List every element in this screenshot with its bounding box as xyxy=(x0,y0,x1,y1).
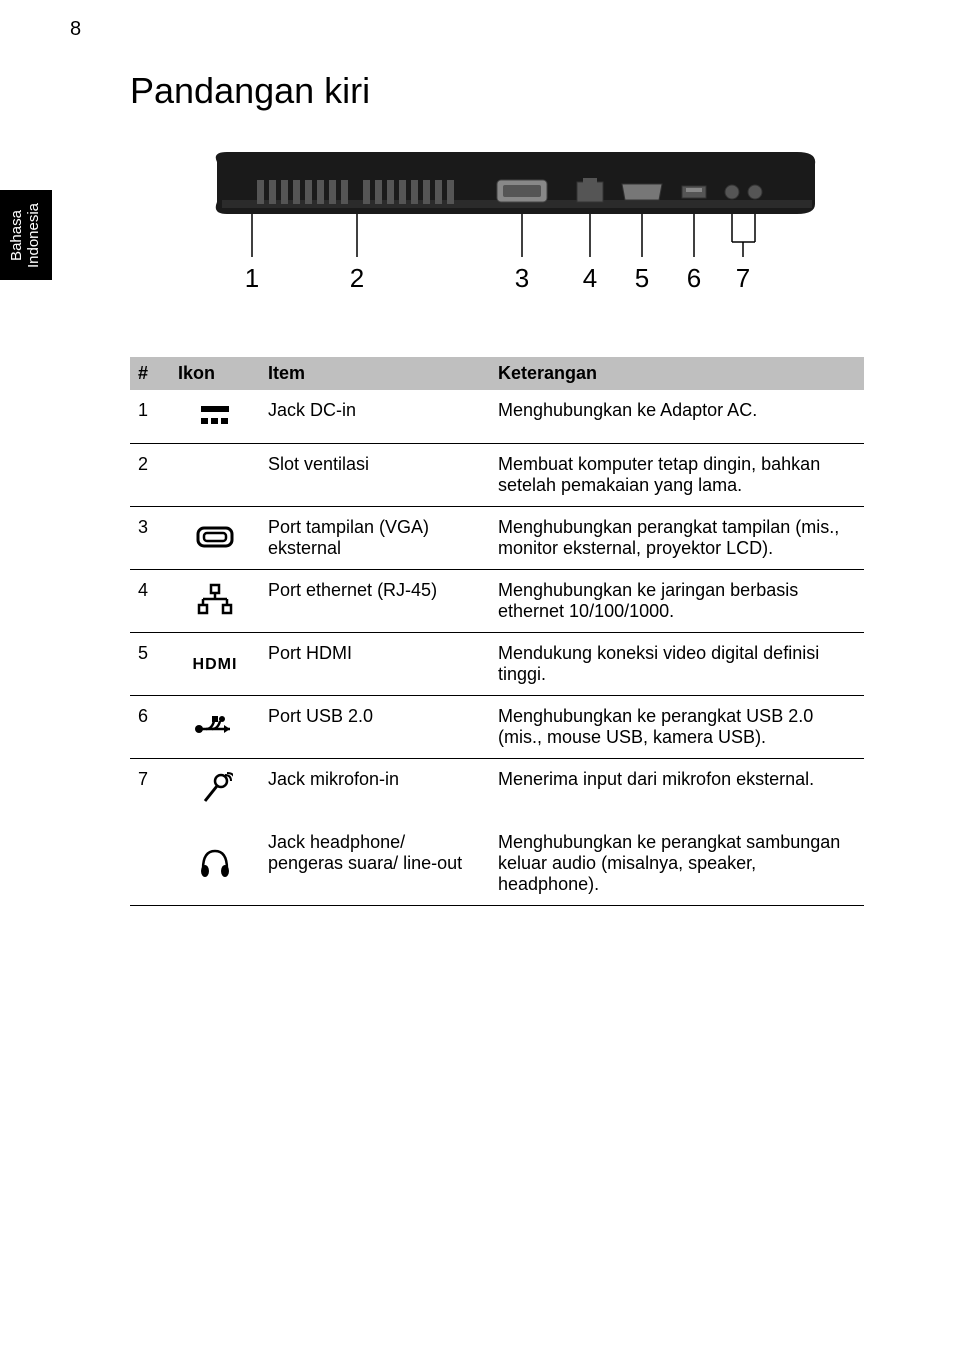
hdmi-icon: HDMI xyxy=(170,633,260,696)
side-tab-line2: Indonesia xyxy=(25,202,42,267)
vga-icon xyxy=(170,507,260,570)
row-item: Port ethernet (RJ-45) xyxy=(260,570,490,633)
no-icon xyxy=(170,444,260,507)
row-desc: Menghubungkan ke perangkat USB 2.0 (mis.… xyxy=(490,696,864,759)
table-row: 5 HDMI Port HDMI Mendukung koneksi video… xyxy=(130,633,864,696)
diagram-label-4: 4 xyxy=(583,263,597,293)
diagram-label-2: 2 xyxy=(350,263,364,293)
row-item: Jack headphone/ pengeras suara/ line-out xyxy=(260,822,490,906)
table-row: 4 Port ethernet (RJ-45) Menghubungkan ke… xyxy=(130,570,864,633)
diagram-label-5: 5 xyxy=(635,263,649,293)
row-item: Jack mikrofon-in xyxy=(260,759,490,823)
row-num xyxy=(130,822,170,906)
row-num: 2 xyxy=(130,444,170,507)
row-num: 4 xyxy=(130,570,170,633)
left-view-diagram: 1 2 3 4 5 6 7 xyxy=(157,142,837,332)
row-desc: Menghubungkan ke jaringan berbasis ether… xyxy=(490,570,864,633)
table-row: 7 Jack mikrofon-in Menerima input dari m… xyxy=(130,759,864,823)
row-num: 7 xyxy=(130,759,170,823)
diagram-label-6: 6 xyxy=(687,263,701,293)
language-side-tab: Bahasa Indonesia xyxy=(0,190,52,280)
th-item: Item xyxy=(260,357,490,390)
diagram-label-3: 3 xyxy=(515,263,529,293)
th-desc: Keterangan xyxy=(490,357,864,390)
page-content: Pandangan kiri xyxy=(0,0,954,946)
row-desc: Menghubungkan perangkat tampilan (mis., … xyxy=(490,507,864,570)
ports-table: # Ikon Item Keterangan 1 Jack DC-in Meng… xyxy=(130,357,864,906)
row-num: 6 xyxy=(130,696,170,759)
row-num: 1 xyxy=(130,390,170,444)
row-num: 5 xyxy=(130,633,170,696)
page-number: 8 xyxy=(70,18,81,41)
table-row: 6 Port USB 2.0 Menghubungkan ke perangka… xyxy=(130,696,864,759)
row-item: Port USB 2.0 xyxy=(260,696,490,759)
row-desc: Menghubungkan ke perangkat sambungan kel… xyxy=(490,822,864,906)
page-title: Pandangan kiri xyxy=(130,70,864,112)
diagram-label-1: 1 xyxy=(245,263,259,293)
ethernet-icon xyxy=(170,570,260,633)
table-row: 3 Port tampilan (VGA) eksternal Menghubu… xyxy=(130,507,864,570)
dc-in-icon xyxy=(170,390,260,444)
table-row: Jack headphone/ pengeras suara/ line-out… xyxy=(130,822,864,906)
mic-icon xyxy=(170,759,260,823)
th-icon: Ikon xyxy=(170,357,260,390)
usb-icon xyxy=(170,696,260,759)
row-desc: Menerima input dari mikrofon eksternal. xyxy=(490,759,864,823)
side-tab-line1: Bahasa xyxy=(9,210,26,261)
diagram-label-7: 7 xyxy=(736,263,750,293)
row-desc: Mendukung koneksi video digital definisi… xyxy=(490,633,864,696)
row-num: 3 xyxy=(130,507,170,570)
row-item: Jack DC-in xyxy=(260,390,490,444)
row-desc: Membuat komputer tetap dingin, bahkan se… xyxy=(490,444,864,507)
headphone-icon xyxy=(170,822,260,906)
row-item: Port HDMI xyxy=(260,633,490,696)
table-row: 1 Jack DC-in Menghubungkan ke Adaptor AC… xyxy=(130,390,864,444)
table-row: 2 Slot ventilasi Membuat komputer tetap … xyxy=(130,444,864,507)
row-desc: Menghubungkan ke Adaptor AC. xyxy=(490,390,864,444)
row-item: Slot ventilasi xyxy=(260,444,490,507)
row-item: Port tampilan (VGA) eksternal xyxy=(260,507,490,570)
th-num: # xyxy=(130,357,170,390)
